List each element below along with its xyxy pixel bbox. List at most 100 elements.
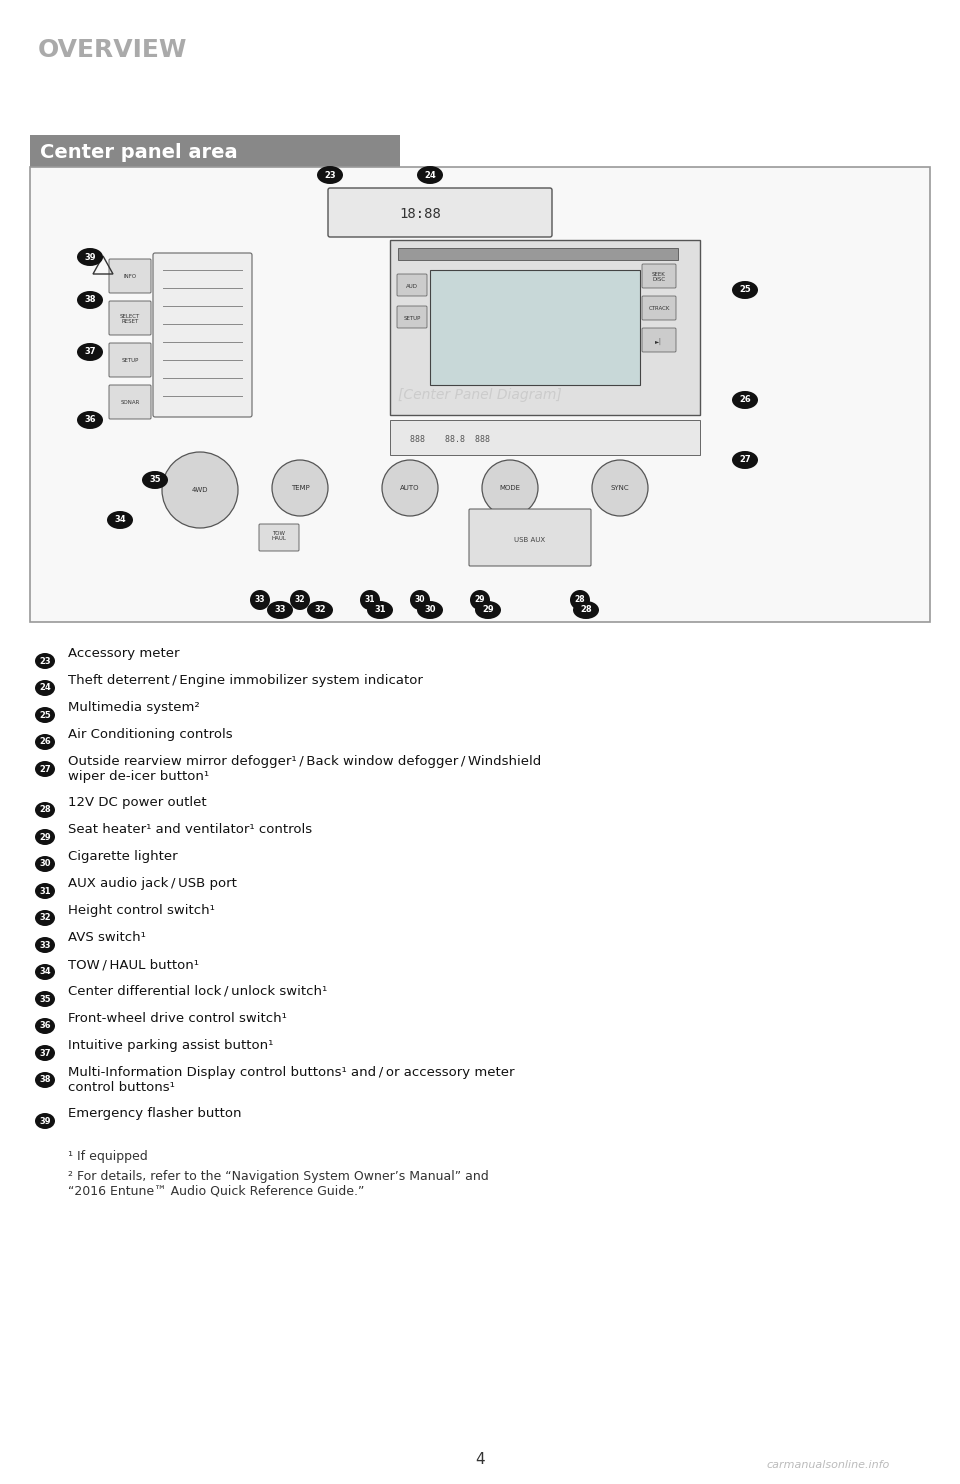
Ellipse shape	[417, 166, 443, 184]
Text: SEEK
DISC: SEEK DISC	[652, 272, 666, 282]
FancyBboxPatch shape	[430, 270, 640, 384]
Text: 25: 25	[739, 285, 751, 294]
FancyBboxPatch shape	[30, 135, 400, 168]
Text: wiper de-icer button¹: wiper de-icer button¹	[68, 770, 209, 784]
Ellipse shape	[732, 280, 758, 298]
Ellipse shape	[142, 470, 168, 490]
Ellipse shape	[77, 291, 103, 309]
FancyBboxPatch shape	[153, 252, 252, 417]
Ellipse shape	[35, 1113, 55, 1129]
Circle shape	[482, 460, 538, 516]
Text: AUD: AUD	[406, 283, 418, 288]
Text: SONAR: SONAR	[120, 401, 140, 405]
FancyBboxPatch shape	[642, 328, 676, 352]
Ellipse shape	[35, 761, 55, 778]
Text: Air Conditioning controls: Air Conditioning controls	[68, 729, 232, 741]
Text: AUX audio jack / USB port: AUX audio jack / USB port	[68, 877, 237, 890]
Text: 24: 24	[39, 684, 51, 693]
FancyBboxPatch shape	[397, 306, 427, 328]
Text: 26: 26	[39, 738, 51, 746]
FancyBboxPatch shape	[398, 248, 678, 260]
Text: 28: 28	[575, 595, 586, 604]
Text: TOW / HAUL button¹: TOW / HAUL button¹	[68, 959, 199, 971]
Circle shape	[162, 453, 238, 528]
FancyBboxPatch shape	[30, 168, 930, 622]
Text: 32: 32	[295, 595, 305, 604]
Text: 30: 30	[415, 595, 425, 604]
FancyBboxPatch shape	[328, 188, 552, 237]
Text: 25: 25	[39, 711, 51, 720]
Text: 33: 33	[254, 595, 265, 604]
Text: 23: 23	[324, 171, 336, 180]
Ellipse shape	[77, 343, 103, 361]
Ellipse shape	[35, 883, 55, 899]
Ellipse shape	[35, 991, 55, 1008]
Ellipse shape	[573, 601, 599, 619]
Ellipse shape	[732, 451, 758, 469]
Ellipse shape	[307, 601, 333, 619]
Text: TOW
HAUL: TOW HAUL	[272, 531, 286, 542]
Ellipse shape	[267, 601, 293, 619]
Text: [Center Panel Diagram]: [Center Panel Diagram]	[398, 387, 562, 402]
Ellipse shape	[417, 601, 443, 619]
Ellipse shape	[35, 910, 55, 926]
Text: 31: 31	[365, 595, 375, 604]
Text: 30: 30	[424, 605, 436, 614]
Text: Height control switch¹: Height control switch¹	[68, 904, 215, 917]
Text: SETUP: SETUP	[403, 316, 420, 321]
Text: 36: 36	[84, 416, 96, 424]
Text: CTRACK: CTRACK	[648, 307, 670, 312]
Text: SELECT
RESET: SELECT RESET	[120, 313, 140, 325]
Ellipse shape	[35, 735, 55, 749]
Text: control buttons¹: control buttons¹	[68, 1080, 175, 1094]
Ellipse shape	[35, 1018, 55, 1034]
Text: 26: 26	[739, 396, 751, 405]
Text: Accessory meter: Accessory meter	[68, 647, 180, 660]
Ellipse shape	[35, 1071, 55, 1088]
Text: AVS switch¹: AVS switch¹	[68, 930, 146, 944]
Ellipse shape	[77, 248, 103, 266]
Text: Seat heater¹ and ventilator¹ controls: Seat heater¹ and ventilator¹ controls	[68, 824, 312, 835]
Circle shape	[470, 591, 490, 610]
Text: 888    88.8  888: 888 88.8 888	[410, 435, 490, 444]
Text: AUTO: AUTO	[400, 485, 420, 491]
Ellipse shape	[35, 830, 55, 844]
Text: ¹ If equipped: ¹ If equipped	[68, 1150, 148, 1163]
Text: 12V DC power outlet: 12V DC power outlet	[68, 795, 206, 809]
Circle shape	[360, 591, 380, 610]
Text: 29: 29	[475, 595, 485, 604]
Text: 32: 32	[39, 914, 51, 923]
Text: Intuitive parking assist button¹: Intuitive parking assist button¹	[68, 1039, 274, 1052]
FancyBboxPatch shape	[390, 240, 700, 416]
Ellipse shape	[35, 856, 55, 873]
Text: Cigarette lighter: Cigarette lighter	[68, 850, 178, 864]
Text: 37: 37	[84, 347, 96, 356]
Text: Outside rearview mirror defogger¹ / Back window defogger / Windshield: Outside rearview mirror defogger¹ / Back…	[68, 755, 541, 769]
Text: 34: 34	[114, 515, 126, 524]
Text: MODE: MODE	[499, 485, 520, 491]
Text: Front-wheel drive control switch¹: Front-wheel drive control switch¹	[68, 1012, 287, 1025]
FancyBboxPatch shape	[109, 260, 151, 292]
Ellipse shape	[317, 166, 343, 184]
Text: 27: 27	[39, 764, 51, 773]
Text: Emergency flasher button: Emergency flasher button	[68, 1107, 242, 1120]
Circle shape	[592, 460, 648, 516]
Text: SETUP: SETUP	[121, 359, 138, 364]
Text: 4WD: 4WD	[192, 487, 208, 493]
Text: Theft deterrent / Engine immobilizer system indicator: Theft deterrent / Engine immobilizer sys…	[68, 674, 422, 687]
Text: 33: 33	[39, 941, 51, 950]
FancyBboxPatch shape	[397, 275, 427, 295]
Text: 24: 24	[424, 171, 436, 180]
FancyBboxPatch shape	[642, 295, 676, 321]
FancyBboxPatch shape	[109, 343, 151, 377]
FancyBboxPatch shape	[109, 384, 151, 418]
Text: 31: 31	[39, 886, 51, 895]
Text: INFO: INFO	[124, 275, 136, 279]
Text: 34: 34	[39, 968, 51, 976]
Text: 33: 33	[275, 605, 286, 614]
Text: SYNC: SYNC	[611, 485, 630, 491]
FancyBboxPatch shape	[390, 420, 700, 456]
Circle shape	[570, 591, 590, 610]
Text: OVERVIEW: OVERVIEW	[38, 39, 187, 62]
Text: Multi-Information Display control buttons¹ and / or accessory meter: Multi-Information Display control button…	[68, 1066, 515, 1079]
